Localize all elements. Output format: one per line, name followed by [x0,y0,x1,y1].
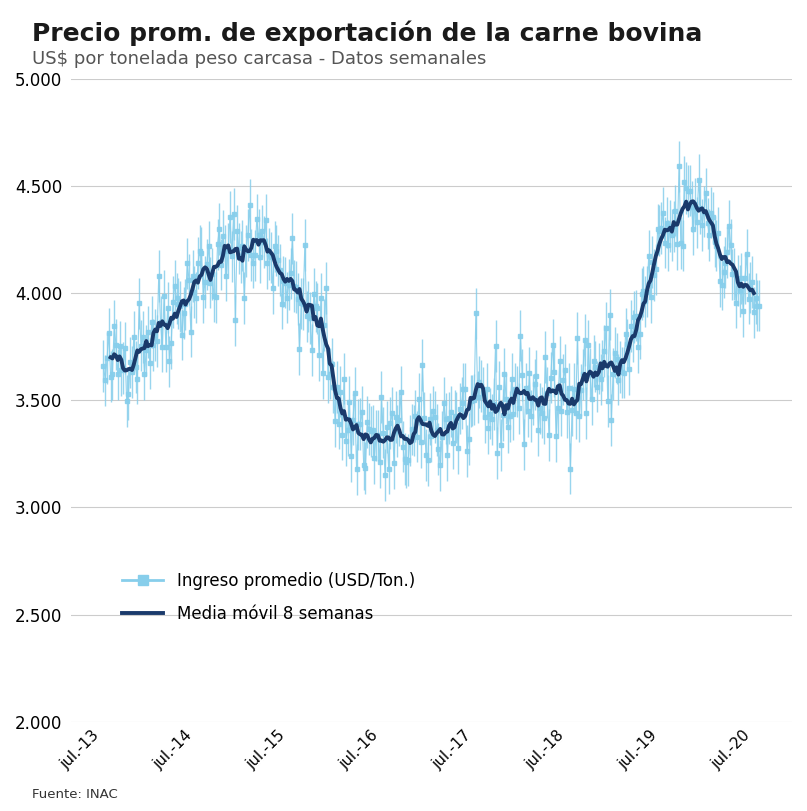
Legend: Ingreso promedio (USD/Ton.), Media móvil 8 semanas: Ingreso promedio (USD/Ton.), Media móvil… [115,565,422,630]
Text: Precio prom. de exportación de la carne bovina: Precio prom. de exportación de la carne … [32,20,703,45]
Line: Ingreso promedio (USD/Ton.): Ingreso promedio (USD/Ton.) [102,165,761,477]
Text: US$ por tonelada peso carcasa - Datos semanales: US$ por tonelada peso carcasa - Datos se… [32,50,487,68]
Text: Fuente: INAC: Fuente: INAC [32,788,118,801]
Line: Media móvil 8 semanas: Media móvil 8 semanas [111,201,754,443]
